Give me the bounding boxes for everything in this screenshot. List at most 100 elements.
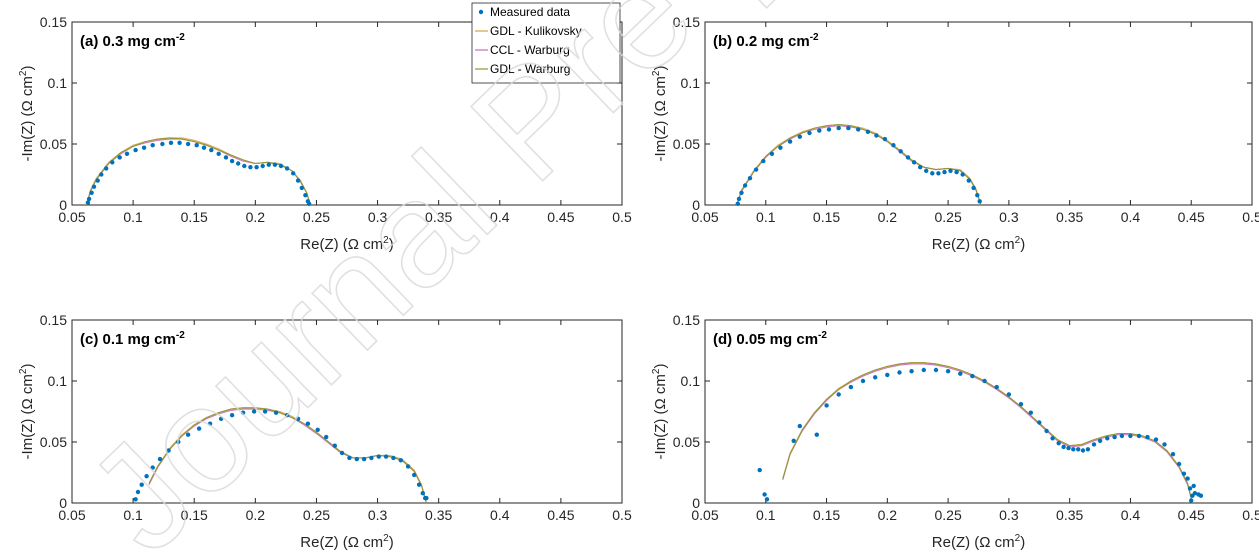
y-tick-label: 0.15 (40, 14, 67, 30)
data-point (1192, 491, 1198, 496)
data-point (764, 497, 770, 502)
data-point (911, 160, 917, 165)
data-point (742, 183, 748, 188)
data-point (898, 149, 903, 154)
y-tick-label: 0 (692, 495, 700, 511)
y-tick-label: 0.1 (681, 75, 701, 91)
data-point (942, 169, 947, 175)
x-axis-label-close: ) (389, 236, 394, 253)
x-tick-label: 0.05 (691, 209, 718, 225)
x-tick-label: 0.25 (934, 507, 961, 523)
x-tick-label: 0.35 (425, 209, 452, 225)
data-point (757, 467, 762, 473)
data-point (735, 201, 740, 206)
panels-layer: 0.05 0.1 0.15 0.2 0.25 0.3 0.35 0.4 0.45 0.500.05… (18, 2, 1259, 551)
x-tick-label: 0.4 (1121, 209, 1141, 225)
y-tick-label: 0.15 (40, 312, 67, 328)
x-tick-label: 0.1 (123, 507, 143, 523)
data-point (1028, 410, 1034, 415)
y-axis-label: -Im(Z) (Ω cm2) (18, 364, 36, 460)
data-point (1018, 402, 1024, 407)
data-point (369, 455, 374, 461)
data-point (1076, 447, 1081, 452)
data-point (194, 143, 199, 148)
x-tick-label: 0.1 (756, 209, 776, 225)
data-point (284, 413, 290, 418)
data-point (185, 141, 191, 147)
data-point (1080, 448, 1086, 453)
data-point (424, 495, 429, 501)
data-point (860, 378, 866, 384)
y-axis-label-close: ) (652, 66, 669, 71)
data-point (391, 455, 396, 461)
data-point (157, 456, 163, 462)
data-point (736, 196, 742, 202)
data-point (948, 168, 953, 173)
data-point (1185, 476, 1190, 481)
data-point (1037, 420, 1042, 425)
data-point (885, 372, 890, 378)
data-point (416, 482, 422, 487)
panel-title-sup: -2 (818, 330, 827, 341)
x-tick-label: 0.1 (123, 209, 143, 225)
data-point (236, 161, 241, 166)
x-tick-label: 0.45 (1178, 507, 1205, 523)
data-point (982, 378, 987, 384)
data-point (1044, 428, 1049, 434)
data-point (332, 443, 337, 448)
data-point (124, 151, 130, 156)
data-point (958, 371, 963, 376)
x-axis-label-main: Re(Z) (Ω cm (932, 236, 1015, 253)
x-tick-label: 0.4 (490, 507, 510, 523)
chart-panel-c: 0.05 0.1 0.15 0.2 0.25 0.3 0.35 0.4 0.45 0.500.05… (18, 312, 632, 551)
data-point (150, 143, 155, 148)
data-point (168, 140, 174, 145)
x-tick-label: 0.2 (246, 507, 266, 523)
series-line-gdl-warburg (148, 407, 427, 504)
y-axis-label-close: ) (652, 364, 669, 369)
x-tick-label: 0.4 (1121, 507, 1141, 523)
x-tick-label: 0.15 (813, 209, 840, 225)
legend-entry: GDL - Warburg (490, 62, 570, 76)
data-point (1181, 471, 1187, 476)
x-axis-label: Re(Z) (Ω cm2) (932, 235, 1025, 253)
data-point (141, 145, 147, 150)
data-point (954, 169, 959, 175)
chart-panel-b: 0.05 0.1 0.15 0.2 0.25 0.3 0.35 0.4 0.45 0.500.05… (651, 14, 1259, 253)
data-point (778, 145, 783, 150)
x-tick-label: 0.4 (490, 209, 510, 225)
data-point (836, 392, 841, 397)
x-tick-label: 0.25 (303, 209, 330, 225)
data-point (110, 160, 115, 165)
y-tick-label: 0.15 (673, 312, 700, 328)
x-tick-label: 0.15 (181, 507, 208, 523)
data-point (1119, 433, 1125, 439)
data-point (354, 456, 359, 462)
data-point (229, 158, 235, 164)
data-point (977, 199, 982, 204)
data-point (361, 456, 367, 462)
series-line-gdl-warburg (736, 123, 982, 206)
data-point (762, 492, 767, 497)
data-point (266, 162, 271, 167)
y-axis-label-main: -Im(Z) (Ω cm (652, 374, 669, 459)
y-axis-label-sup: 2 (651, 70, 662, 76)
data-point (856, 127, 861, 132)
y-tick-label: 0.05 (40, 136, 67, 152)
x-tick-label: 0.3 (368, 209, 388, 225)
x-tick-label: 0.35 (1056, 507, 1083, 523)
x-tick-label: 0.05 (691, 507, 718, 523)
x-tick-label: 0.2 (246, 209, 266, 225)
x-tick-label: 0.2 (878, 209, 898, 225)
x-tick-label: 0.05 (58, 209, 85, 225)
data-point (933, 367, 939, 373)
data-point (1061, 444, 1066, 450)
y-axis-label: -Im(Z) (Ω cm2) (651, 364, 669, 460)
data-point (166, 448, 171, 453)
x-tick-label: 0.45 (547, 507, 574, 523)
y-tick-label: 0 (59, 197, 67, 213)
data-point (91, 184, 97, 189)
data-point (970, 373, 975, 379)
data-point (846, 125, 851, 131)
data-point (150, 465, 155, 470)
